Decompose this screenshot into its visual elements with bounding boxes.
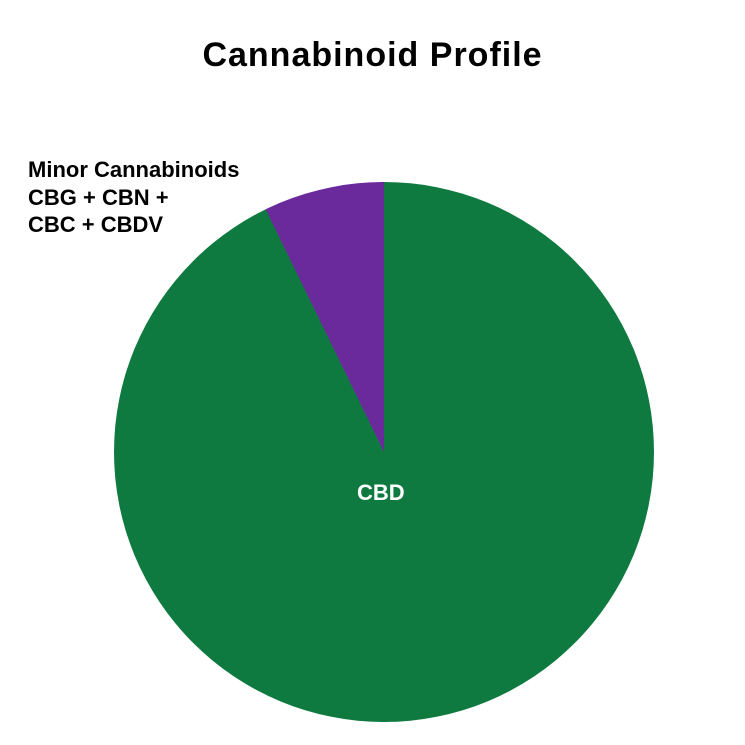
minor-label-line3: CBC + CBDV [28,211,239,239]
pie-chart [114,182,654,722]
cbd-label: CBD [357,480,405,506]
chart-container: Cannabinoid Profile Minor Cannabinoids C… [0,0,745,745]
minor-cannabinoids-label: Minor Cannabinoids CBG + CBN + CBC + CBD… [28,156,239,239]
chart-title: Cannabinoid Profile [0,36,745,75]
pie-slices [114,182,654,722]
minor-label-line1: Minor Cannabinoids [28,156,239,184]
minor-label-line2: CBG + CBN + [28,184,239,212]
